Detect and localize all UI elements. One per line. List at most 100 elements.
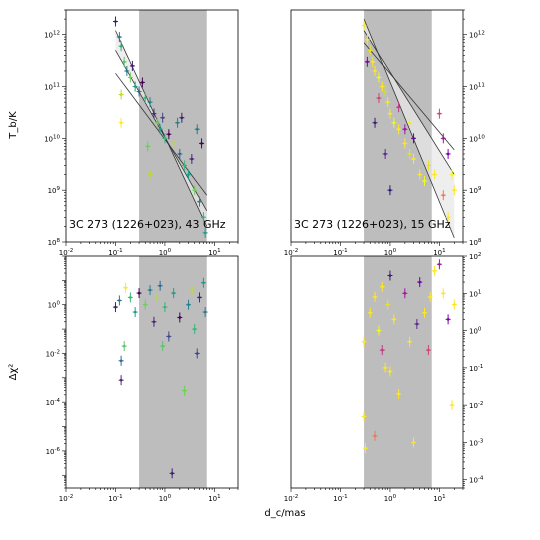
- data-point: [199, 138, 205, 149]
- data-point: [387, 270, 393, 281]
- x-tick-label: 101: [208, 494, 220, 503]
- data-point: [124, 65, 130, 76]
- data-point: [414, 319, 420, 330]
- data-point: [189, 153, 195, 164]
- data-point: [372, 65, 378, 76]
- x-tick-label: 10-2: [59, 494, 73, 503]
- data-point: [142, 299, 148, 310]
- data-point: [118, 89, 124, 100]
- data-point: [162, 133, 168, 144]
- x-tick-label: 101: [433, 248, 445, 257]
- data-point: [445, 148, 451, 159]
- data-point: [376, 72, 382, 83]
- x-tick-label: 10-1: [108, 494, 122, 503]
- data-point: [411, 437, 417, 448]
- y-tick-label: 108: [469, 238, 482, 247]
- data-point: [396, 124, 402, 135]
- y-axis-label-chi: Δχ²: [8, 364, 19, 381]
- data-point: [364, 56, 370, 67]
- data-point: [171, 288, 177, 299]
- data-point: [436, 259, 442, 270]
- data-point: [376, 325, 382, 336]
- data-point: [200, 212, 206, 223]
- y-tick-label: 1010: [469, 134, 485, 143]
- data-point: [186, 299, 192, 310]
- data-point: [136, 288, 142, 299]
- axes-frame: [65, 9, 239, 243]
- data-point: [402, 138, 408, 149]
- axes-frame: [290, 255, 464, 489]
- y-axis-label-tb: T_b/K: [8, 111, 19, 140]
- data-point: [364, 34, 370, 45]
- data-point: [449, 169, 455, 180]
- data-point: [385, 299, 391, 310]
- x-tick-label: 101: [433, 494, 445, 503]
- data-point: [197, 196, 203, 207]
- chart-panel-top-right: 10-2 10-1 100 101 108 109 1010 1011 1012 3C 273 (…: [284, 9, 485, 257]
- data-point: [169, 468, 175, 479]
- chart-panel-bottom-right: 10-2 10-1 100 101 10-4 10-3 10-2 10-1 100 101 102: [284, 252, 484, 503]
- y-tick-label: 10-6: [46, 447, 61, 456]
- data-point: [432, 265, 438, 276]
- fit-line-1: [363, 18, 455, 239]
- data-point: [379, 81, 385, 92]
- x-tick-label: 10-2: [59, 248, 73, 257]
- data-point: [361, 411, 367, 422]
- data-point: [379, 281, 385, 292]
- data-point: [136, 86, 142, 97]
- data-point: [147, 169, 153, 180]
- data-point: [132, 307, 138, 318]
- y-tick-label: 108: [48, 238, 61, 247]
- y-tick-label: 10-2: [469, 401, 483, 410]
- data-point: [175, 117, 181, 128]
- data-point: [367, 45, 373, 56]
- data-point: [451, 185, 457, 196]
- y-tick-label: 10-4: [469, 476, 484, 485]
- y-tick-label: 10-4: [46, 398, 61, 407]
- data-point: [118, 375, 124, 386]
- data-point: [440, 190, 446, 201]
- chart-panel-bottom-left: 10-2 10-1 100 101 10-6 10-4 10-2 100: [46, 255, 239, 503]
- y-tick-label: 1011: [469, 83, 485, 92]
- x-tick-label: 100: [384, 494, 397, 503]
- shaded-region: [364, 256, 432, 488]
- data-point: [192, 324, 198, 335]
- data-point: [192, 185, 198, 196]
- y-tick-label: 10-2: [46, 349, 60, 358]
- panel-annotation: 3C 273 (1226+023), 15 GHz: [294, 218, 451, 231]
- data-point: [202, 227, 208, 238]
- x-tick-label: 100: [384, 248, 397, 257]
- data-point: [422, 307, 428, 318]
- data-point: [171, 138, 177, 149]
- data-point: [382, 86, 388, 97]
- x-tick-label: 10-1: [108, 248, 122, 257]
- x-tick-label: 100: [159, 248, 172, 257]
- data-point: [127, 292, 133, 303]
- data-point: [367, 307, 373, 318]
- data-point: [396, 388, 402, 399]
- data-point: [121, 56, 127, 67]
- data-point: [121, 341, 127, 352]
- data-point: [127, 72, 133, 83]
- data-point: [154, 117, 160, 128]
- data-point: [376, 93, 382, 104]
- data-point: [116, 32, 122, 43]
- x-tick-label: 101: [208, 248, 220, 257]
- data-point: [112, 302, 118, 313]
- y-tick-label: 109: [469, 186, 482, 195]
- data-point: [139, 77, 145, 88]
- data-point: [166, 331, 172, 342]
- data-point: [436, 108, 442, 119]
- data-point: [118, 117, 124, 128]
- data-point: [427, 291, 433, 302]
- data-point: [361, 20, 367, 31]
- data-point: [112, 16, 118, 27]
- data-point: [407, 148, 413, 159]
- data-point: [177, 312, 183, 323]
- data-point: [166, 129, 172, 140]
- x-tick-label: 10-2: [284, 248, 298, 257]
- data-point: [402, 124, 408, 135]
- y-tick-label: 1011: [44, 83, 60, 92]
- data-point: [382, 148, 388, 159]
- data-point: [194, 124, 200, 135]
